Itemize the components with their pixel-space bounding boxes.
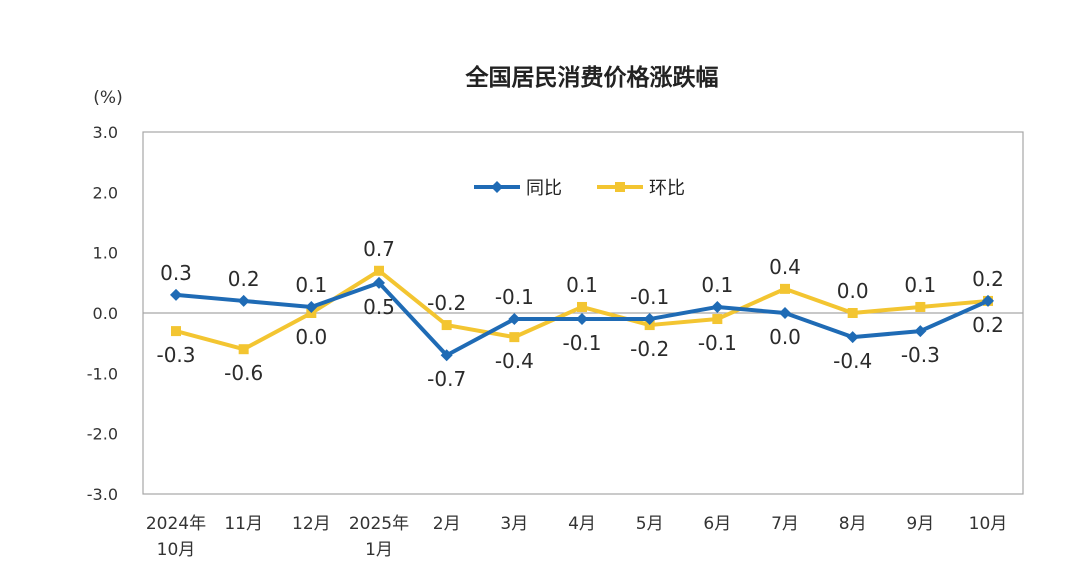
data-label-mom: -0.4 [495,349,534,373]
data-point-mom [238,344,249,355]
data-label-mom: -0.2 [630,337,669,361]
x-tick-label: 3月 [500,514,528,534]
series-layer: 0.3 0.2 0.1 0.5 -0.7 -0.1 -0.1 -0.1 0.1 0.0 -0.4 -0… [156,237,1003,391]
legend: 同比 环比 [474,178,685,199]
data-label-mom: 0.0 [295,325,327,349]
x-tick-label: 6月 [703,514,731,534]
data-label-mom: 0.1 [566,273,598,297]
data-label-yoy: 0.3 [160,261,192,285]
data-point-yoy [170,288,182,301]
data-point-mom [577,301,587,312]
legend-marker-mom [615,182,625,192]
data-label-yoy: 0.2 [228,267,260,291]
y-tick-label: -2.0 [87,425,118,444]
x-tick-label: 12月 [292,514,331,534]
y-tick-label: 2.0 [93,183,118,202]
data-point-mom [712,314,723,325]
data-label-mom: -0.3 [156,343,195,367]
x-tick-label: 2月 [433,514,461,534]
data-point-yoy [846,331,859,344]
data-label-yoy: 0.0 [769,325,801,349]
data-point-mom [509,332,520,343]
x-tick-label: 2025年 1月 [349,514,409,560]
y-unit-label: (%) [93,88,122,108]
data-label-yoy: 0.1 [295,273,327,297]
data-label-mom: 0.4 [769,255,801,279]
x-tick-label: 10月 [969,514,1008,534]
data-point-mom [847,308,858,318]
data-label-yoy: 0.1 [701,273,733,297]
x-tick-label: 4月 [568,514,596,534]
chart-title: 全国居民消费价格涨跌幅 [465,64,719,91]
y-tick-label: 3.0 [93,123,118,142]
x-tick-label: 5月 [636,514,664,534]
x-tick-label: 11月 [224,514,263,534]
x-tick-label: 2024年 10月 [146,514,206,560]
data-point-mom [171,326,181,337]
data-point-yoy [711,300,724,313]
data-point-yoy [237,294,250,307]
x-tick-label: 7月 [771,514,799,534]
x-axis: 2024年 10月 11月 12月 2025年 1月 2月 3月 4月 5月 6月 7月 8月 9月 10月 [146,514,1007,560]
data-point-mom [306,308,317,318]
data-point-yoy [508,313,521,326]
data-point-mom [441,320,452,331]
y-tick-label: -3.0 [87,485,118,504]
data-point-yoy [305,300,318,313]
legend-label-yoy: 同比 [526,178,562,199]
data-label-yoy: -0.3 [901,343,940,367]
x-tick-label: 8月 [839,514,867,534]
data-point-mom [780,283,790,294]
data-point-yoy [779,307,791,319]
y-tick-label: 0.0 [93,304,118,323]
x-tick-label: 9月 [906,514,934,534]
data-label-mom: -0.2 [427,291,466,315]
data-label-mom: 0.1 [904,273,936,297]
data-label-yoy: -0.1 [630,285,669,309]
data-point-mom [374,265,384,276]
data-point-yoy [982,294,994,307]
data-point-yoy [440,349,453,362]
y-axis: 3.0 2.0 1.0 0.0 -1.0 -2.0 -3.0 [87,123,118,504]
data-point-mom [915,301,926,312]
data-point-yoy [576,313,588,326]
legend-label-mom: 环比 [649,178,685,199]
data-label-yoy: -0.7 [427,367,466,391]
data-label-yoy: -0.1 [562,331,601,355]
legend-marker-yoy [491,181,503,193]
data-point-mom [644,320,655,331]
data-label-mom: -0.1 [698,331,737,355]
data-label-mom: 0.2 [972,267,1004,291]
data-label-mom: 0.7 [363,237,395,261]
data-point-yoy [643,313,656,326]
data-point-yoy [373,276,385,289]
data-label-mom: -0.6 [224,361,263,385]
data-point-yoy [914,325,927,338]
y-tick-label: -1.0 [87,364,118,383]
data-label-yoy: 0.2 [972,313,1004,337]
data-label-mom: 0.0 [837,279,869,303]
data-label-yoy: -0.4 [833,349,872,373]
y-tick-label: 1.0 [93,244,118,263]
data-label-yoy: -0.1 [495,285,534,309]
data-label-yoy: 0.5 [363,295,395,319]
